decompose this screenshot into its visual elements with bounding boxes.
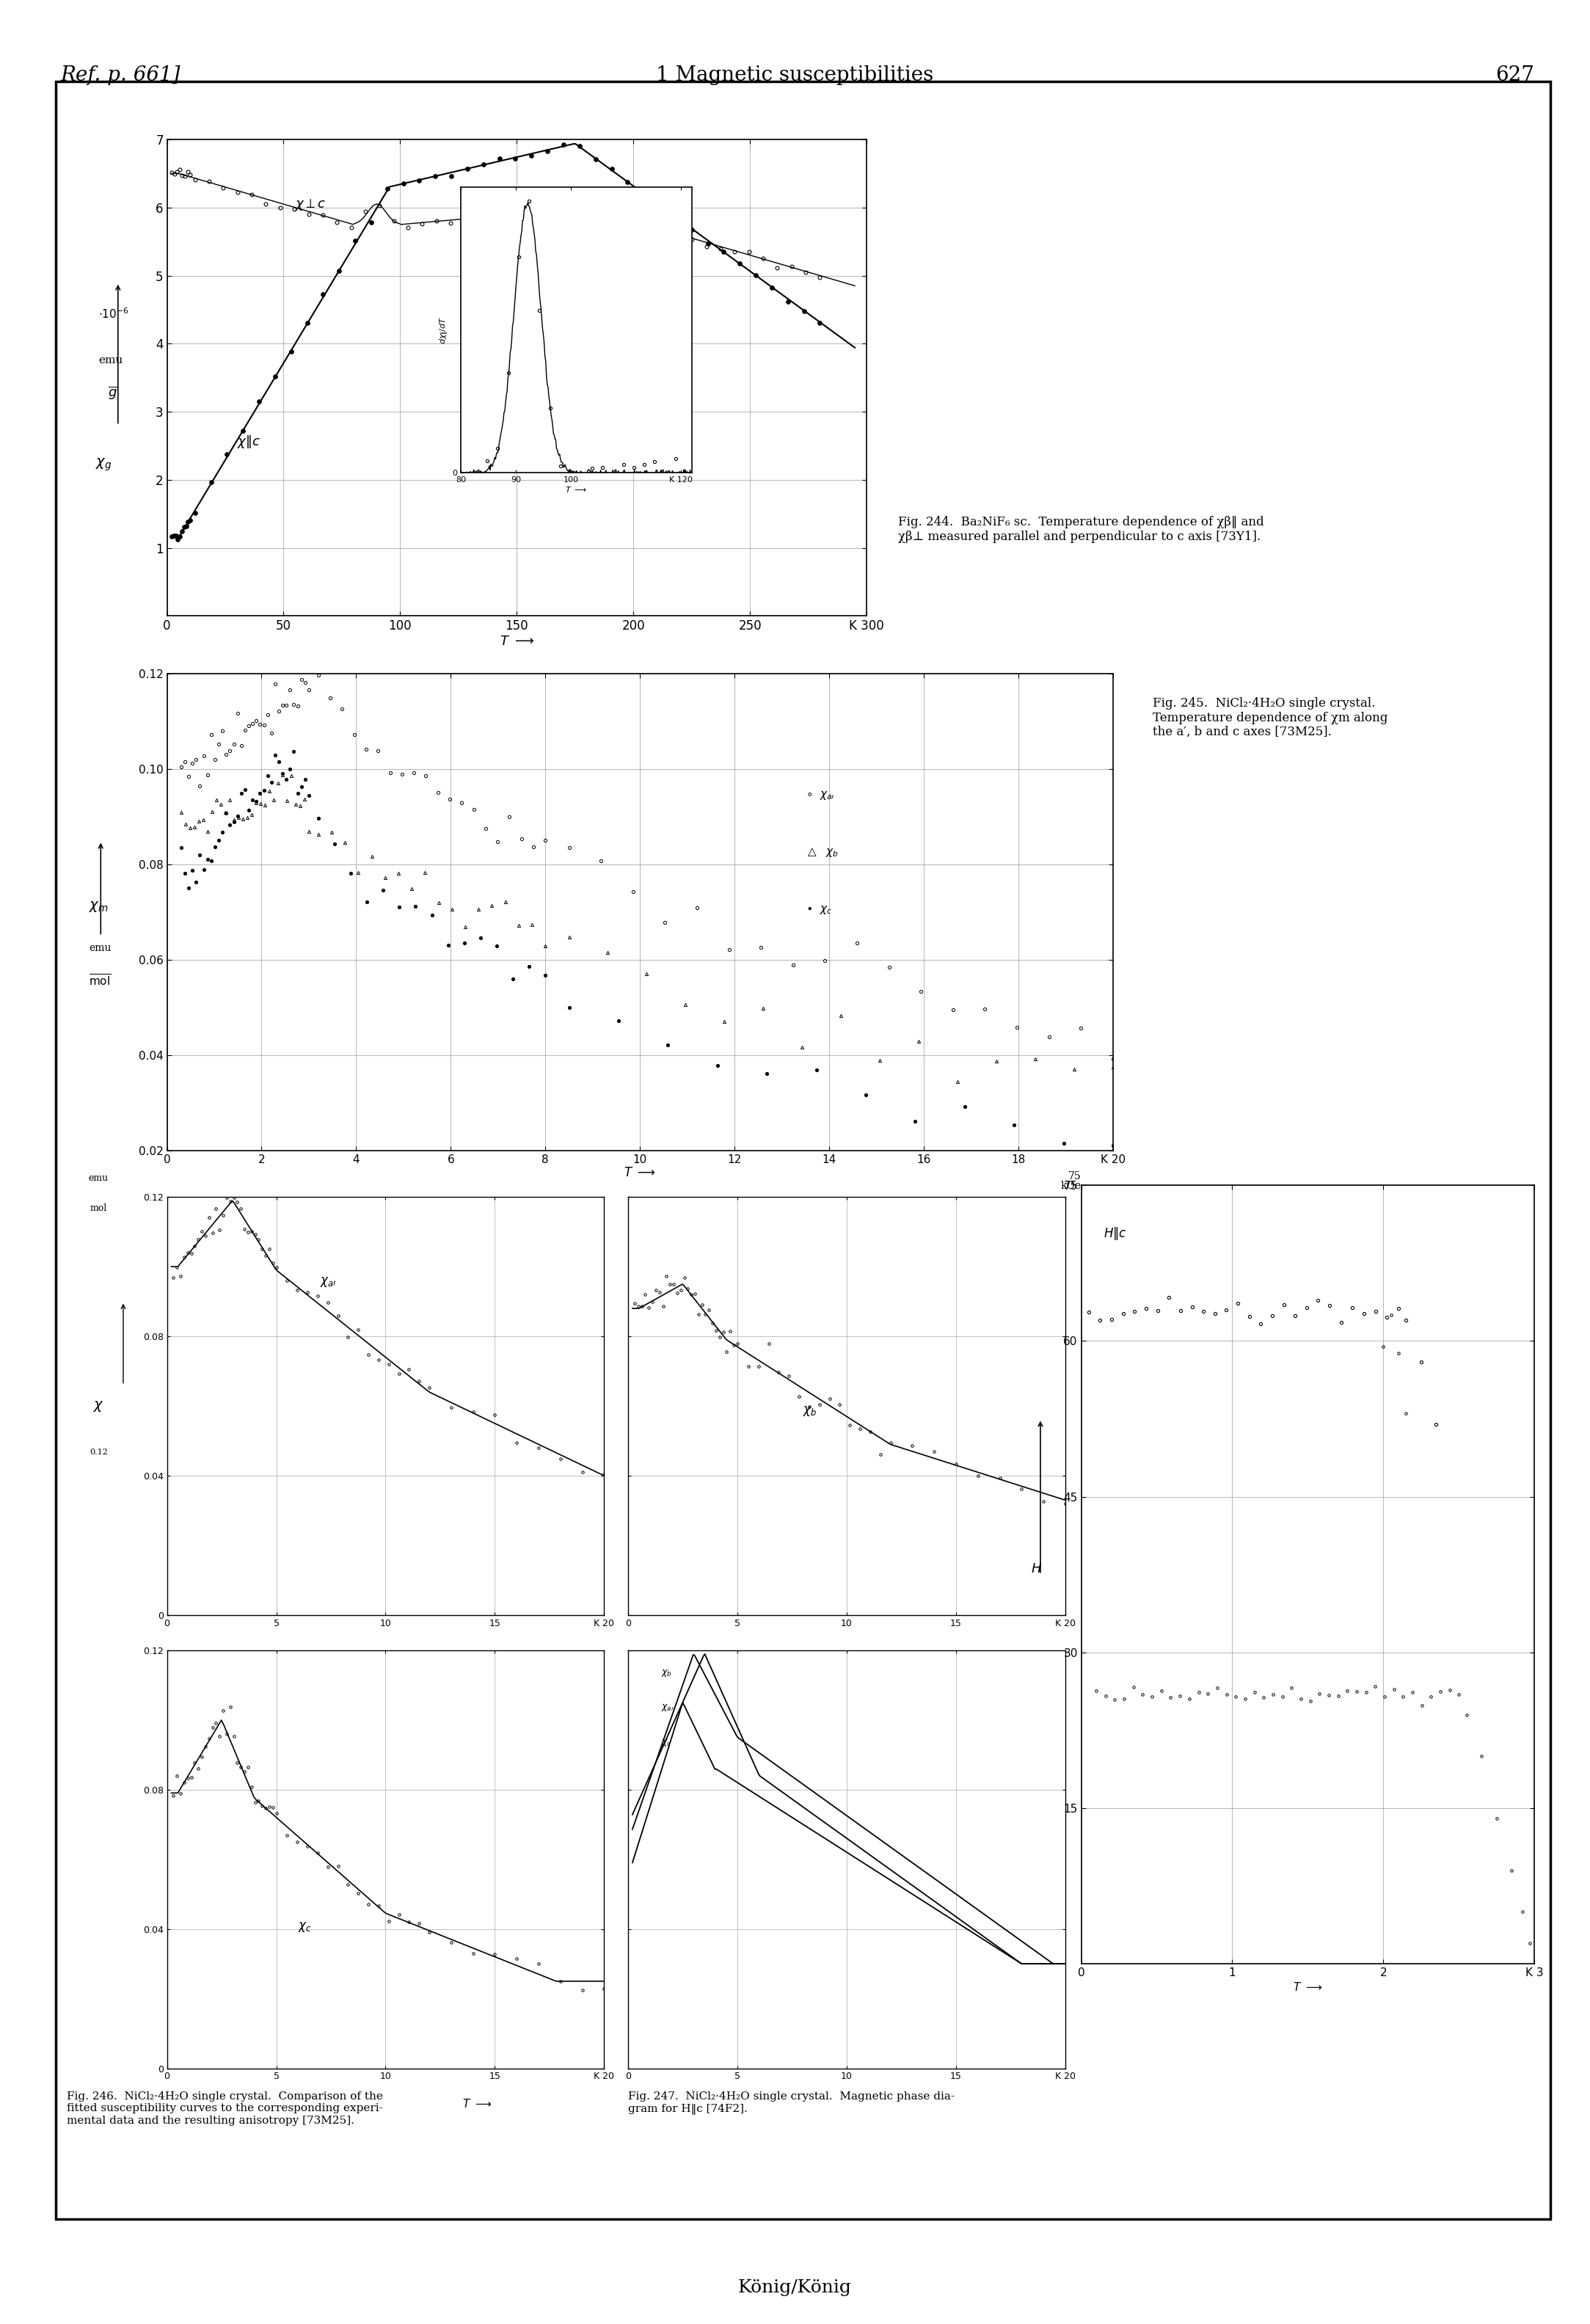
Text: 1 Magnetic susceptibilities: 1 Magnetic susceptibilities bbox=[657, 65, 933, 86]
Text: emu: emu bbox=[89, 1174, 108, 1183]
Text: Fig. 247.  NiCl₂·4H₂O single crystal.  Magnetic phase dia-
gram for H‖c [74F2].: Fig. 247. NiCl₂·4H₂O single crystal. Mag… bbox=[628, 2092, 954, 2115]
Text: 75: 75 bbox=[1068, 1171, 1081, 1181]
Text: $\chi_g$: $\chi_g$ bbox=[95, 458, 111, 472]
Text: $\cdot 10^{-6}$: $\cdot 10^{-6}$ bbox=[99, 307, 129, 321]
Text: kOe: kOe bbox=[1061, 1181, 1081, 1190]
Text: $\chi \| c$: $\chi \| c$ bbox=[237, 435, 261, 451]
Text: $\chi_b$: $\chi_b$ bbox=[661, 1669, 673, 1678]
Text: Ref. p. 661]: Ref. p. 661] bbox=[60, 65, 180, 86]
X-axis label: $T$ $\longrightarrow$: $T$ $\longrightarrow$ bbox=[499, 634, 534, 648]
Text: Fig. 244.  Ba₂NiF₆ sc.  Temperature dependence of χβ‖ and
χβ⊥ measured parallel : Fig. 244. Ba₂NiF₆ sc. Temperature depend… bbox=[898, 516, 1264, 544]
Text: Fig. 246.  NiCl₂·4H₂O single crystal.  Comparison of the
fitted susceptibility c: Fig. 246. NiCl₂·4H₂O single crystal. Com… bbox=[67, 2092, 383, 2126]
Text: $\circ$  $\chi_{a\prime}$: $\circ$ $\chi_{a\prime}$ bbox=[806, 790, 835, 802]
Text: $\chi$: $\chi$ bbox=[94, 1399, 103, 1413]
Text: $\chi_b$: $\chi_b$ bbox=[803, 1404, 817, 1418]
Text: $\triangle$  $\chi_b$: $\triangle$ $\chi_b$ bbox=[806, 846, 838, 858]
Text: $\chi_c$: $\chi_c$ bbox=[661, 1738, 671, 1748]
Text: $H$: $H$ bbox=[1032, 1562, 1041, 1576]
Text: $H \| c$: $H \| c$ bbox=[1103, 1225, 1127, 1241]
Text: $\chi_{a\prime}$: $\chi_{a\prime}$ bbox=[661, 1703, 674, 1713]
Text: emu: emu bbox=[89, 944, 111, 953]
Text: mol: mol bbox=[91, 1204, 107, 1213]
Text: $\chi_{a\prime}$: $\chi_{a\prime}$ bbox=[320, 1276, 337, 1287]
Text: König/König: König/König bbox=[738, 2280, 852, 2296]
Text: $\overline{g}$: $\overline{g}$ bbox=[108, 386, 118, 400]
Text: $\chi_m$: $\chi_m$ bbox=[89, 899, 108, 913]
X-axis label: $T$ $\longrightarrow$: $T$ $\longrightarrow$ bbox=[623, 1167, 657, 1181]
Text: $\bullet$  $\chi_c$: $\bullet$ $\chi_c$ bbox=[806, 904, 832, 916]
Text: 627: 627 bbox=[1496, 65, 1534, 86]
Text: emu: emu bbox=[99, 356, 122, 365]
Text: $\chi \perp c$: $\chi \perp c$ bbox=[296, 198, 326, 211]
Text: $\overline{\rm mol}$: $\overline{\rm mol}$ bbox=[89, 974, 111, 988]
Text: Fig. 245.  NiCl₂·4H₂O single crystal.
Temperature dependence of χm along
the a′,: Fig. 245. NiCl₂·4H₂O single crystal. Tem… bbox=[1153, 697, 1388, 739]
Text: $\chi_c$: $\chi_c$ bbox=[299, 1920, 312, 1934]
Text: 0.12: 0.12 bbox=[89, 1448, 108, 1457]
X-axis label: $T$ $\longrightarrow$: $T$ $\longrightarrow$ bbox=[1293, 1982, 1323, 1994]
Text: $T$ $\longrightarrow$: $T$ $\longrightarrow$ bbox=[463, 2099, 491, 2110]
